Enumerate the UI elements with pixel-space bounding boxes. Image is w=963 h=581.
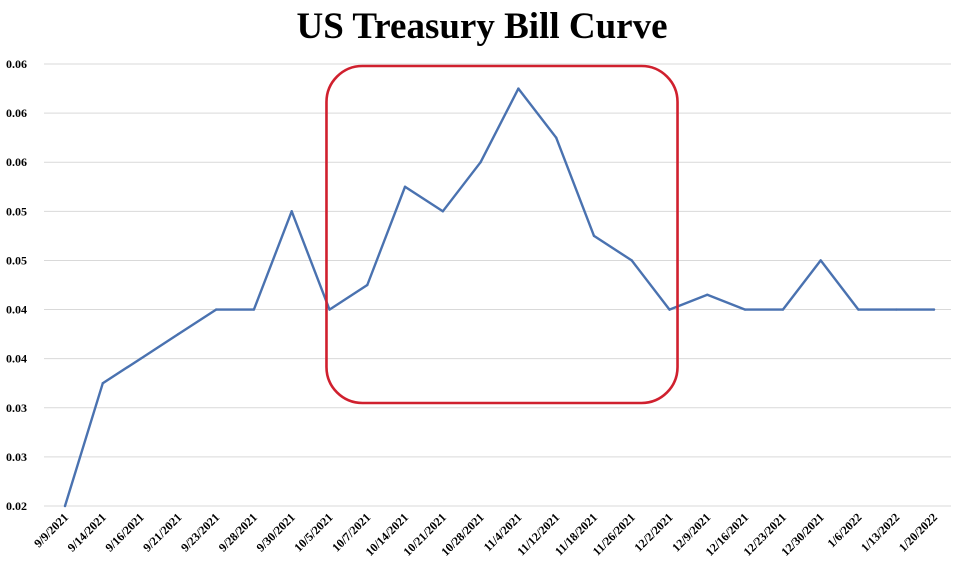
- data-point: [63, 504, 67, 508]
- x-tick-label: 9/21/2021: [140, 510, 184, 554]
- data-point: [932, 308, 936, 311]
- series-line: [63, 87, 936, 508]
- data-point: [743, 308, 747, 311]
- data-point: [554, 136, 558, 139]
- y-tick-label: 0.04: [6, 303, 27, 317]
- data-point: [139, 357, 142, 360]
- x-tick-label: 9/23/2021: [178, 510, 222, 554]
- data-point: [366, 283, 369, 287]
- data-point: [290, 210, 293, 213]
- x-tick-label: 1/13/2022: [858, 510, 902, 554]
- data-point: [177, 332, 180, 336]
- x-tick-label: 9/28/2021: [216, 510, 260, 554]
- y-tick-label: 0.06: [6, 155, 27, 169]
- y-tick-label: 0.05: [6, 204, 27, 218]
- y-tick-label: 0.06: [6, 57, 27, 71]
- data-point: [668, 308, 671, 311]
- x-tick-label: 9/30/2021: [254, 510, 298, 554]
- y-tick-label: 0.05: [6, 253, 27, 267]
- y-tick-label: 0.03: [6, 450, 27, 464]
- chart-title: US Treasury Bill Curve: [296, 6, 667, 47]
- y-tick-label: 0.06: [6, 106, 27, 120]
- y-tick-label: 0.03: [6, 401, 27, 415]
- data-point: [592, 234, 596, 238]
- x-tick-label: 1/20/2022: [896, 510, 940, 554]
- x-axis-ticks: 9/9/20219/14/20219/16/20219/21/20219/23/…: [31, 510, 940, 559]
- y-tick-label: 0.04: [6, 352, 27, 366]
- data-point: [214, 308, 218, 311]
- data-point: [101, 382, 104, 385]
- data-point: [328, 308, 331, 311]
- data-point: [895, 308, 898, 311]
- y-tick-label: 0.02: [6, 499, 27, 513]
- highlight-group: [325, 64, 679, 405]
- x-tick-label: 9/14/2021: [65, 510, 109, 554]
- data-point: [403, 185, 407, 188]
- data-point: [252, 308, 256, 311]
- data-point: [441, 210, 445, 213]
- data-point: [857, 308, 860, 311]
- data-point: [479, 161, 482, 164]
- data-point: [517, 87, 520, 90]
- data-point: [630, 259, 633, 262]
- gridlines: [44, 63, 951, 507]
- data-point: [781, 308, 785, 311]
- highlight-box: [325, 64, 679, 405]
- data-point: [819, 259, 822, 262]
- series-group: [63, 87, 936, 508]
- x-tick-label: 10/5/2021: [291, 510, 335, 554]
- y-axis-ticks: 0.02 0.03 0.03 0.04 0.04 0.05 0.05 0.06 0.06 0.06: [6, 57, 27, 513]
- data-point: [706, 293, 709, 297]
- x-tick-label: 9/16/2021: [102, 510, 146, 554]
- x-tick-label: 12/2/2021: [631, 510, 675, 554]
